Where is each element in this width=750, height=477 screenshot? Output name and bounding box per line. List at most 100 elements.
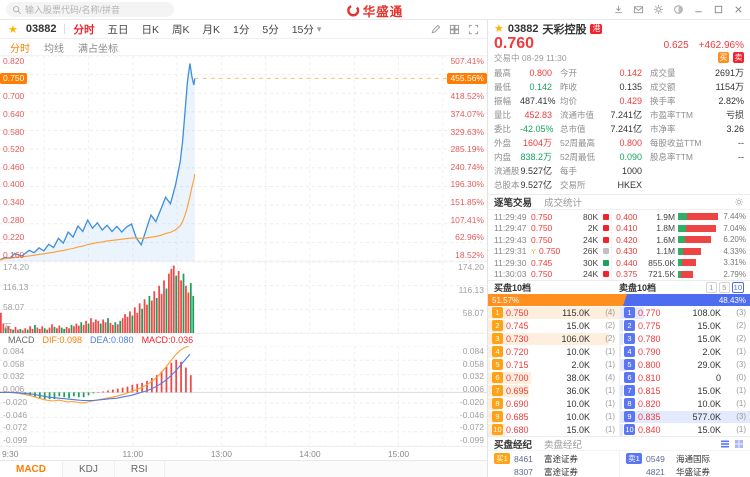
tick-row[interactable]: 11:29:49 0.750 80K [494, 211, 610, 223]
multi-chart-icon[interactable] [449, 24, 460, 35]
orderbook-row[interactable]: 8 0.690 10.0K (1) [488, 397, 619, 410]
settings-icon[interactable] [653, 4, 664, 15]
favorite-star-icon[interactable]: ★ [8, 23, 18, 36]
indicator-tab[interactable]: KDJ [63, 461, 115, 477]
stat-label: 换手率 [650, 96, 676, 106]
orderbook-row[interactable]: 5 0.715 2.0K (1) [488, 358, 619, 371]
period-tab[interactable]: 月K [202, 23, 221, 36]
buy-button[interactable]: 买 [718, 52, 729, 63]
indicator-tab[interactable]: MACD [0, 461, 63, 477]
stat-value: 0.800 [619, 138, 642, 148]
orderbook-row[interactable]: 4 0.720 10.0K (1) [488, 345, 619, 358]
dist-percent: 3.31% [723, 258, 746, 268]
macd-label[interactable]: MACD [8, 335, 35, 345]
stat-label: 流通市值 [560, 110, 595, 120]
fullscreen-icon[interactable] [468, 24, 479, 35]
tab-trade-stats[interactable]: 成交统计 [544, 198, 583, 209]
depth-button-5[interactable]: 5 [718, 282, 730, 293]
stat-value: -- [738, 152, 744, 162]
tab-sell-brokers[interactable]: 卖盘经纪 [544, 439, 583, 451]
minimize-button[interactable] [693, 4, 704, 15]
orderbook-row[interactable]: 6 0.700 38.0K (4) [488, 371, 619, 384]
trade-stat-row[interactable]: 0.410 1.8M 7.04% [616, 223, 746, 235]
chart-subtab[interactable]: 分时 [10, 43, 30, 55]
trade-stat-row[interactable]: 0.440 855.0K 3.31% [616, 257, 746, 269]
book-orders: (4) [605, 373, 615, 382]
period-tab[interactable]: 五日 [107, 23, 129, 36]
chart-subtab[interactable]: 均线 [44, 43, 64, 55]
period-tab[interactable]: 日K [141, 23, 159, 36]
orderbook-row[interactable]: 7 0.815 15.0K (1) [620, 384, 750, 397]
orderbook-row[interactable]: 1 0.750 115.0K (4) [488, 306, 619, 319]
trade-stat-row[interactable]: 0.420 1.6M 6.20% [616, 234, 746, 246]
tab-buy-brokers[interactable]: 买盘经纪 [494, 439, 533, 451]
broker-row[interactable]: 4821 华盛证券 [626, 465, 746, 477]
trade-stat-row[interactable]: 0.430 1.1M 4.33% [616, 246, 746, 258]
settings-icon[interactable] [734, 197, 744, 207]
tick-row[interactable]: 11:29:47 0.750 2K [494, 223, 610, 235]
period-tab[interactable]: 1分 [233, 23, 250, 36]
volume-pane[interactable]: 174.20 116.13 58.07 万 174.20 116.13 58.07 [0, 261, 487, 333]
orderbook-row[interactable]: 3 0.780 15.0K (2) [620, 332, 750, 345]
stat-label: 最低 [494, 82, 512, 92]
macd-pane[interactable]: 0.084 0.058 0.032 0.006 -0.020 -0.046 -0.072 -0… [0, 346, 487, 446]
period-tab[interactable]: 分时 [73, 23, 95, 36]
download-icon[interactable] [613, 4, 624, 15]
orderbook-row[interactable]: 6 0.810 0 (0) [620, 371, 750, 384]
period-tab[interactable]: 15分 [291, 23, 314, 36]
maximize-button[interactable] [713, 4, 724, 15]
tick-row[interactable]: 11:29:43 0.750 24K [494, 234, 610, 246]
draw-icon[interactable] [430, 24, 441, 35]
orderbook-row[interactable]: 7 0.695 36.0K (1) [488, 384, 619, 397]
orderbook-row[interactable]: 5 0.800 29.0K (3) [620, 358, 750, 371]
tick-row[interactable]: 11:29:31 Y 0.750 26K [494, 246, 610, 258]
period-tab[interactable]: 周K [171, 23, 190, 36]
orderbook-row[interactable]: 9 0.835 577.0K (3) [620, 410, 750, 423]
broker-name: 华盛证券 [676, 466, 711, 477]
book-price: 0.715 [506, 359, 529, 370]
timeshare-pane[interactable]: 0.8200.7600.7000.6400.5800.5200.4600.400… [0, 56, 487, 261]
trade-stat-row[interactable]: 0.400 1.9M 7.44% [616, 211, 746, 223]
depth-button-10[interactable]: 10 [731, 282, 744, 293]
broker-row[interactable]: 8307 富途证券 [494, 465, 615, 477]
stock-search[interactable]: 输入股票代码/名称/拼音 [6, 2, 174, 17]
orderbook-row[interactable]: 4 0.790 2.0K (1) [620, 345, 750, 358]
tick-volume: 30K [583, 257, 599, 268]
broker-row[interactable]: 卖1 0549 海通国际 [626, 452, 746, 465]
book-volume: 15.0K [566, 320, 590, 331]
orderbook-row[interactable]: 9 0.685 10.0K (1) [488, 410, 619, 423]
dist-volume: 855.0K [648, 257, 676, 268]
depth-button-1[interactable]: 1 [705, 282, 717, 293]
tick-row[interactable]: 11:30:03 0.750 24K [494, 269, 610, 281]
sell-button[interactable]: 卖 [733, 52, 744, 63]
time-label: 15:00 [387, 449, 410, 459]
tab-tick-trades[interactable]: 逐笔交易 [494, 198, 533, 209]
broker-list-icon[interactable] [720, 439, 730, 449]
orderbook-row[interactable]: 10 0.680 15.0K (1) [488, 423, 619, 436]
orderbook-row[interactable]: 2 0.745 15.0K (2) [488, 319, 619, 332]
orderbook-row[interactable]: 3 0.730 106.0K (2) [488, 332, 619, 345]
price-change-percent: +462.96% [698, 40, 744, 51]
broker-grid-icon[interactable] [734, 439, 744, 449]
orderbook-row[interactable]: 8 0.820 10.0K (1) [620, 397, 750, 410]
toolbar-stock-code: 03882 [25, 23, 57, 35]
book-orders: (0) [736, 373, 746, 382]
chart-subtab[interactable]: 满占坐标 [78, 43, 118, 55]
orderbook-row[interactable]: 1 0.770 108.0K (3) [620, 306, 750, 319]
mail-icon[interactable] [633, 4, 644, 15]
period-tab[interactable]: 5分 [262, 23, 279, 36]
book-volume: 10.0K [566, 411, 590, 422]
book-price: 0.800 [638, 359, 661, 370]
dist-volume: 1.6M [656, 234, 676, 245]
time-label: 11:00 [122, 449, 144, 459]
trade-stat-row[interactable]: 0.375 721.5K 2.79% [616, 269, 746, 281]
indicator-tab[interactable]: RSI [115, 461, 165, 477]
close-button[interactable] [733, 4, 744, 15]
orderbook-row[interactable]: 2 0.775 15.0K (2) [620, 319, 750, 332]
orderbook-row[interactable]: 10 0.840 15.0K (1) [620, 423, 750, 436]
theme-icon[interactable] [673, 4, 684, 15]
tick-row[interactable]: 11:29:30 0.745 30K [494, 257, 610, 269]
watchlist-star-icon[interactable]: ★ [494, 23, 504, 35]
broker-row[interactable]: 买1 8461 富途证券 [494, 452, 615, 465]
chevron-down-icon[interactable]: ▾ [316, 23, 322, 34]
